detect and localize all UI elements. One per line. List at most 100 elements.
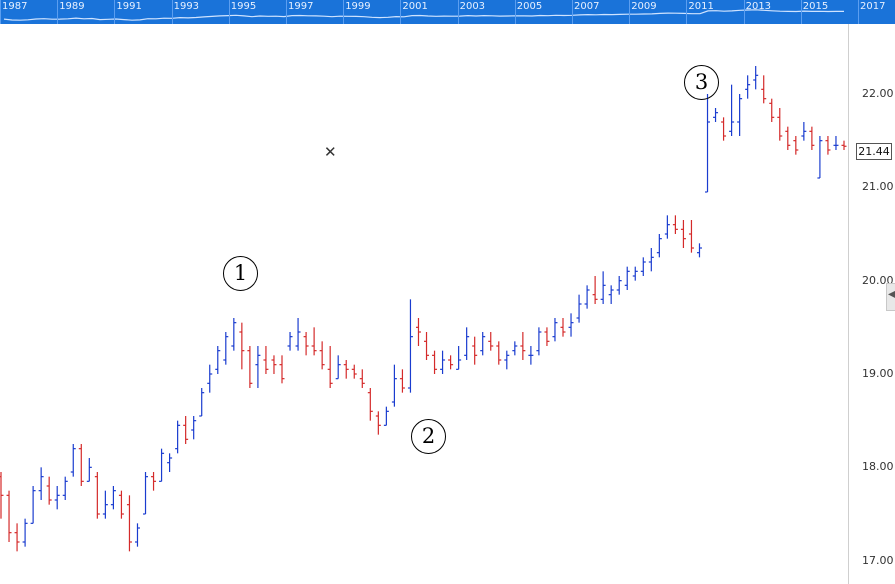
navigator-divider (686, 0, 688, 24)
ohlc-bar (110, 486, 116, 510)
ohlc-bar (407, 299, 413, 393)
ohlc-bar (472, 336, 478, 365)
ohlc-bar (134, 523, 140, 547)
ohlc-bar (600, 271, 606, 304)
navigator-year-label: 2003 (459, 1, 486, 12)
ohlc-bar (375, 411, 381, 435)
navigator-divider (743, 0, 745, 24)
ohlc-bar (22, 518, 28, 547)
ohlc-bar (432, 350, 438, 374)
ohlc-bar (584, 285, 590, 309)
ohlc-bar (30, 486, 36, 524)
ohlc-bar (255, 346, 261, 388)
ohlc-bar (223, 332, 229, 365)
navigator-year-label: 2001 (402, 1, 428, 12)
ohlc-bar (335, 355, 341, 380)
ohlc-bar (38, 467, 44, 500)
navigator-year-label: 1991 (116, 1, 142, 12)
ohlc-bar (440, 350, 446, 374)
ohlc-bar (94, 472, 100, 519)
ohlc-bar (327, 346, 333, 388)
timeline-navigator[interactable]: 1987 1989 1991 1993 1995 1997 1999 2001 2003 2005… (0, 0, 895, 24)
ohlc-bar (367, 388, 373, 421)
navigator-divider (629, 0, 631, 24)
wave-marker-1: 1 (223, 256, 258, 291)
ohlc-chart-area[interactable] (0, 24, 848, 584)
ohlc-bar (271, 355, 277, 374)
ohlc-bar (576, 294, 582, 323)
ohlc-bar (496, 341, 502, 365)
ohlc-bar (504, 350, 510, 370)
ohlc-bar (632, 266, 638, 281)
ohlc-bar (488, 332, 494, 351)
ohlc-bar (151, 472, 157, 491)
ohlc-bar (656, 234, 662, 258)
ohlc-bar (175, 420, 181, 454)
ohlc-bar (825, 136, 831, 155)
ohlc-bar (231, 318, 237, 351)
navigator-divider (343, 0, 345, 24)
ohlc-bar (359, 369, 365, 388)
ohlc-bar (520, 332, 526, 360)
ohlc-bar (167, 453, 173, 472)
ohlc-bar (319, 341, 325, 370)
ohlc-bar (528, 346, 534, 365)
ohlc-bar (199, 388, 205, 417)
ohlc-bar (102, 490, 108, 519)
ohlc-bar (263, 346, 269, 374)
navigator-divider (0, 0, 1, 24)
ohlc-bar (809, 126, 815, 150)
ohlc-bar (415, 318, 421, 346)
ohlc-bar (424, 332, 430, 360)
navigator-year-label: 1993 (173, 1, 200, 12)
ohlc-bar (143, 472, 149, 515)
chevron-left-icon: ◀ (888, 289, 895, 300)
ohlc-bar (536, 327, 542, 356)
navigator-year-label: 2015 (802, 1, 829, 12)
ohlc-bar (544, 327, 550, 346)
ohlc-bar (729, 84, 735, 136)
ohlc-bar (191, 416, 197, 440)
ohlc-bar (769, 98, 775, 122)
navigator-year-label: 2007 (574, 1, 600, 12)
navigator-divider (114, 0, 116, 24)
navigator-divider (57, 0, 59, 24)
ohlc-bar (14, 523, 20, 552)
ohlc-bar (640, 257, 646, 276)
navigator-divider (572, 0, 573, 24)
wave-marker-2: 2 (411, 419, 446, 454)
ohlc-bar (343, 360, 349, 379)
ohlc-bar (159, 448, 165, 482)
ohlc-bar (753, 66, 759, 90)
ohlc-bar (608, 285, 614, 304)
ohlc-bar (126, 495, 132, 552)
navigator-divider (171, 0, 173, 24)
ohlc-bar (592, 276, 598, 304)
ohlc-bar (311, 327, 317, 356)
last-price-label: 21.44 (856, 143, 892, 160)
ohlc-bar (287, 332, 293, 351)
ohlc-bar (721, 117, 727, 141)
ohlc-bar (624, 266, 630, 290)
ohlc-bar (383, 406, 389, 426)
x-icon: ✕ (324, 144, 337, 161)
ohlc-bar (480, 332, 486, 356)
wave-marker-3: 3 (684, 65, 719, 100)
navigator-year-label: 1987 (2, 1, 28, 12)
navigator-divider (286, 0, 287, 24)
navigator-divider (228, 0, 230, 24)
ohlc-bar (616, 276, 622, 295)
ohlc-bar (118, 490, 124, 519)
navigator-divider (800, 0, 802, 24)
ohlc-bar (737, 94, 743, 136)
ohlc-bar (696, 243, 702, 258)
ohlc-bar (841, 140, 847, 150)
ohlc-bar (680, 220, 686, 248)
ohlc-bar (705, 94, 711, 193)
ohlc-bar (86, 458, 92, 482)
ohlc-bar (761, 75, 767, 104)
collapse-panel-handle[interactable]: ◀ (886, 283, 895, 311)
ohlc-bar (801, 122, 807, 141)
ohlc-bar (303, 332, 309, 356)
navigator-year-label: 2009 (631, 1, 657, 12)
